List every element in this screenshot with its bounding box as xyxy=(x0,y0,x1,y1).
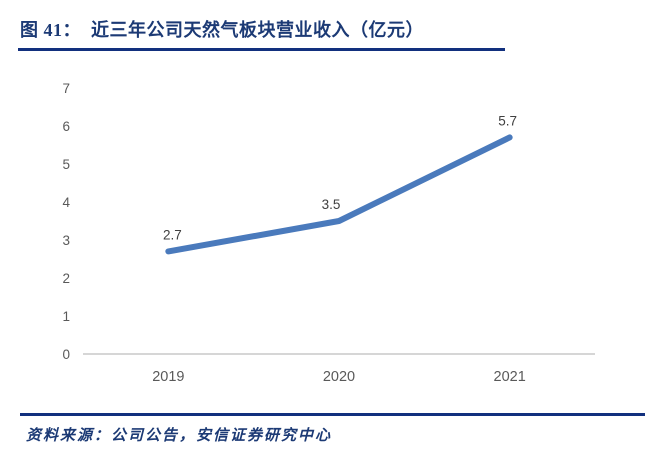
revenue-line-series xyxy=(165,134,513,255)
y-axis-tick-label: 6 xyxy=(62,119,70,134)
title-underline xyxy=(18,48,505,51)
y-axis-tick-label: 4 xyxy=(62,195,70,210)
data-point-label: 2.7 xyxy=(163,227,182,242)
y-axis-tick-label: 7 xyxy=(62,81,70,96)
y-axis-tick-label: 0 xyxy=(62,347,70,362)
y-axis-tick-label: 3 xyxy=(62,233,70,248)
data-point-label: 5.7 xyxy=(498,113,517,128)
x-axis-tick-label: 2019 xyxy=(152,369,184,385)
y-axis-tick-label: 5 xyxy=(62,157,70,172)
line-chart: 0 1 2 3 4 5 6 7 2019 2020 2021 2.7 3.5 5.7 xyxy=(62,81,595,385)
figure-title-text: 近三年公司天然气板块营业收入（亿元） xyxy=(91,20,424,40)
footer-divider xyxy=(20,413,645,416)
x-axis-tick-label: 2021 xyxy=(494,369,526,385)
source-text: 资料来源：公司公告，安信证券研究中心 xyxy=(26,428,333,444)
figure-label: 图 41： xyxy=(20,20,81,40)
y-axis-tick-label: 1 xyxy=(62,309,70,324)
data-point-label: 3.5 xyxy=(322,197,341,212)
x-axis-tick-label: 2020 xyxy=(323,369,355,385)
y-axis-tick-label: 2 xyxy=(62,271,70,286)
figure-title: 图 41： 近三年公司天然气板块营业收入（亿元） xyxy=(20,16,424,42)
